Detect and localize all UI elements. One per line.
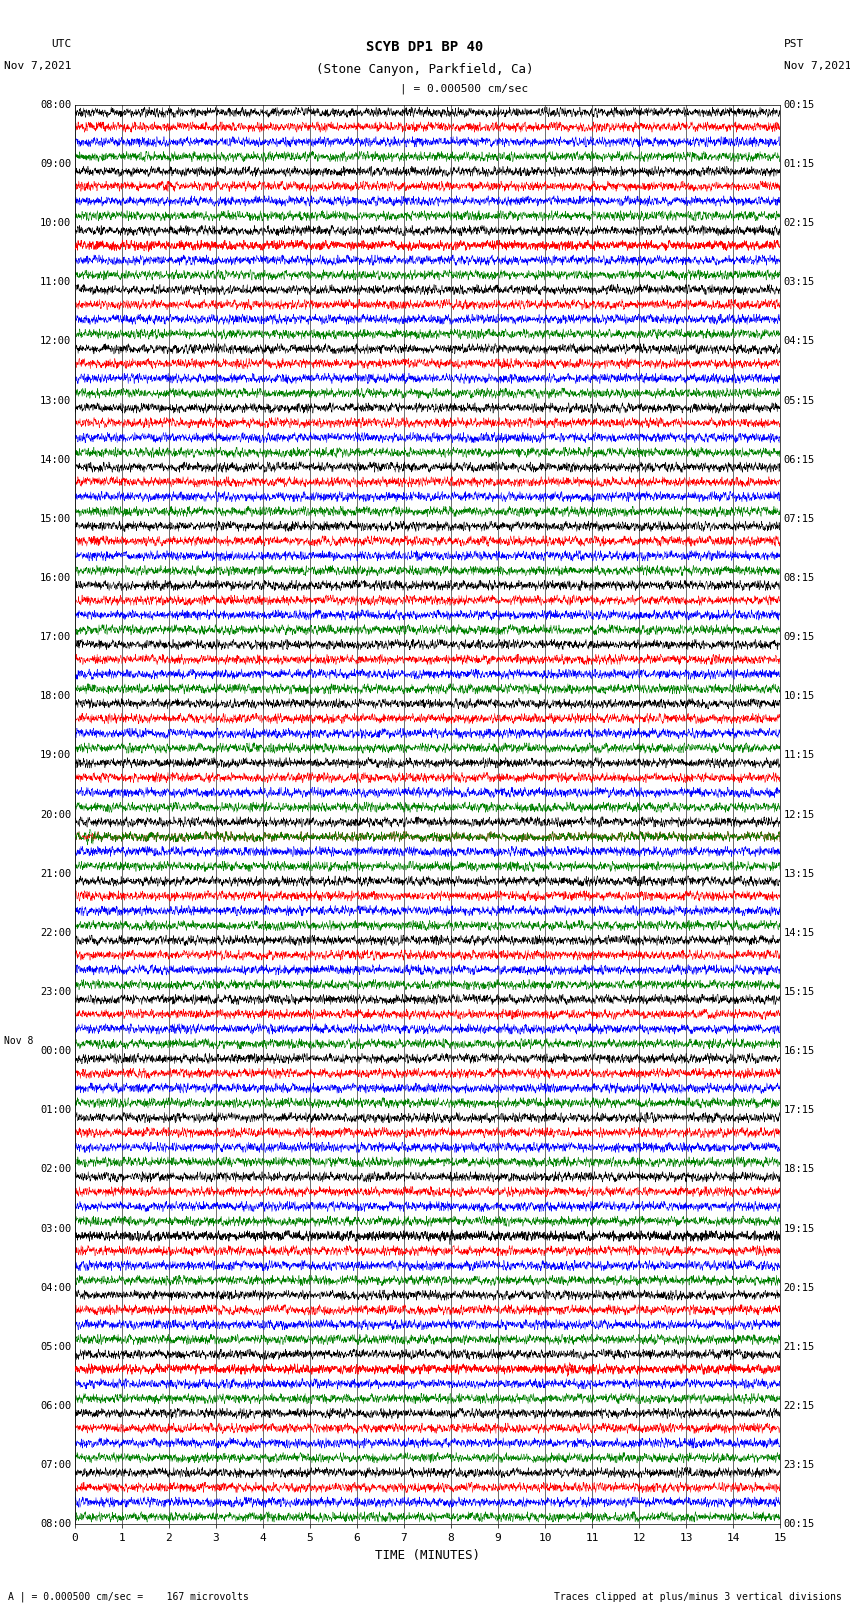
- Text: | = 0.000500 cm/sec: | = 0.000500 cm/sec: [400, 84, 528, 94]
- Text: Nov 7,2021: Nov 7,2021: [784, 61, 850, 71]
- Text: 17:00: 17:00: [40, 632, 71, 642]
- Text: 03:00: 03:00: [40, 1224, 71, 1234]
- X-axis label: TIME (MINUTES): TIME (MINUTES): [375, 1548, 480, 1561]
- Text: 19:15: 19:15: [784, 1224, 815, 1234]
- Text: 18:00: 18:00: [40, 692, 71, 702]
- Text: 06:00: 06:00: [40, 1402, 71, 1411]
- Text: 05:00: 05:00: [40, 1342, 71, 1352]
- Text: (Stone Canyon, Parkfield, Ca): (Stone Canyon, Parkfield, Ca): [316, 63, 534, 76]
- Text: 13:00: 13:00: [40, 395, 71, 405]
- Text: 22:00: 22:00: [40, 927, 71, 937]
- Text: 11:00: 11:00: [40, 277, 71, 287]
- Text: 15:00: 15:00: [40, 515, 71, 524]
- Text: 02:15: 02:15: [784, 218, 815, 227]
- Text: 11:15: 11:15: [784, 750, 815, 760]
- Text: 09:15: 09:15: [784, 632, 815, 642]
- Text: 08:00: 08:00: [40, 100, 71, 110]
- Text: 00:15: 00:15: [784, 100, 815, 110]
- Text: 17:15: 17:15: [784, 1105, 815, 1115]
- Text: 07:00: 07:00: [40, 1460, 71, 1469]
- Text: 03:15: 03:15: [784, 277, 815, 287]
- Text: 15:15: 15:15: [784, 987, 815, 997]
- Text: Traces clipped at plus/minus 3 vertical divisions: Traces clipped at plus/minus 3 vertical …: [553, 1592, 842, 1602]
- Text: Nov 8: Nov 8: [4, 1036, 34, 1047]
- Text: 20:00: 20:00: [40, 810, 71, 819]
- Text: 19:00: 19:00: [40, 750, 71, 760]
- Text: 14:15: 14:15: [784, 927, 815, 937]
- Text: 06:15: 06:15: [784, 455, 815, 465]
- Text: 18:15: 18:15: [784, 1165, 815, 1174]
- Text: 00:00: 00:00: [40, 1047, 71, 1057]
- Text: 10:00: 10:00: [40, 218, 71, 227]
- Text: 04:00: 04:00: [40, 1282, 71, 1292]
- Text: UTC: UTC: [51, 39, 71, 48]
- Text: 01:15: 01:15: [784, 160, 815, 169]
- Text: Nov 7,2021: Nov 7,2021: [4, 61, 71, 71]
- Text: 04:15: 04:15: [784, 337, 815, 347]
- Text: 12:00: 12:00: [40, 337, 71, 347]
- Text: 16:15: 16:15: [784, 1047, 815, 1057]
- Text: 00:15: 00:15: [784, 1519, 815, 1529]
- Text: 07:15: 07:15: [784, 515, 815, 524]
- Text: SCYB DP1 BP 40: SCYB DP1 BP 40: [366, 40, 484, 53]
- Text: 02:00: 02:00: [40, 1165, 71, 1174]
- Text: 21:00: 21:00: [40, 869, 71, 879]
- Text: 21:15: 21:15: [784, 1342, 815, 1352]
- Text: 05:15: 05:15: [784, 395, 815, 405]
- Text: 23:00: 23:00: [40, 987, 71, 997]
- Text: 01:00: 01:00: [40, 1105, 71, 1115]
- Text: 08:00: 08:00: [40, 1519, 71, 1529]
- Text: 22:15: 22:15: [784, 1402, 815, 1411]
- Text: 10:15: 10:15: [784, 692, 815, 702]
- Text: 08:15: 08:15: [784, 573, 815, 582]
- Text: PST: PST: [784, 39, 804, 48]
- Text: 13:15: 13:15: [784, 869, 815, 879]
- Text: 12:15: 12:15: [784, 810, 815, 819]
- Text: 14:00: 14:00: [40, 455, 71, 465]
- Text: 09:00: 09:00: [40, 160, 71, 169]
- Text: 16:00: 16:00: [40, 573, 71, 582]
- Text: 23:15: 23:15: [784, 1460, 815, 1469]
- Text: 20:15: 20:15: [784, 1282, 815, 1292]
- Text: A | = 0.000500 cm/sec =    167 microvolts: A | = 0.000500 cm/sec = 167 microvolts: [8, 1592, 249, 1602]
